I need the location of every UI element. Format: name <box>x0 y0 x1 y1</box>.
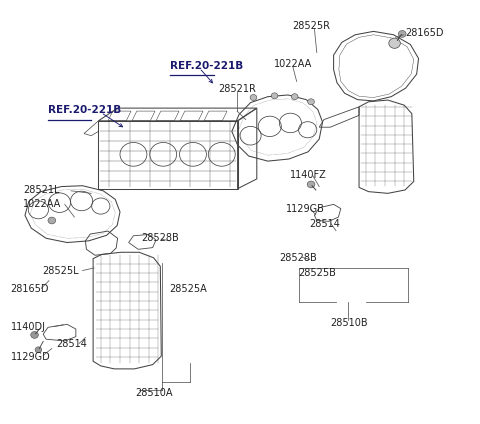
Text: 1140DJ: 1140DJ <box>11 322 46 332</box>
Text: 28514: 28514 <box>57 339 87 349</box>
Text: 1022AA: 1022AA <box>274 59 312 70</box>
Circle shape <box>398 31 406 37</box>
Text: 1129GB: 1129GB <box>286 204 324 214</box>
Text: 28525R: 28525R <box>292 21 330 31</box>
Circle shape <box>291 94 298 100</box>
Text: 1129GD: 1129GD <box>11 352 50 362</box>
Circle shape <box>31 332 38 338</box>
Text: 28528B: 28528B <box>279 253 317 263</box>
Text: 1140FZ: 1140FZ <box>290 170 327 180</box>
Text: 28525A: 28525A <box>169 284 207 294</box>
Circle shape <box>307 181 315 188</box>
Text: 28514: 28514 <box>310 219 340 229</box>
Circle shape <box>308 99 314 105</box>
Circle shape <box>48 217 56 224</box>
Text: 28510B: 28510B <box>330 318 368 328</box>
Circle shape <box>250 95 257 100</box>
Text: 28165D: 28165D <box>406 28 444 38</box>
Text: 28521L: 28521L <box>23 185 60 195</box>
Text: REF.20-221B: REF.20-221B <box>48 105 121 115</box>
Circle shape <box>271 93 278 99</box>
Text: REF.20-221B: REF.20-221B <box>170 61 244 71</box>
Text: 1022AA: 1022AA <box>23 199 61 209</box>
Text: 28525L: 28525L <box>42 265 79 276</box>
Text: 28521R: 28521R <box>218 84 256 94</box>
Text: 28510A: 28510A <box>135 388 173 399</box>
Text: 28165D: 28165D <box>11 284 49 294</box>
Text: 28528B: 28528B <box>142 233 180 243</box>
Circle shape <box>389 38 400 48</box>
Text: 28525B: 28525B <box>299 268 336 279</box>
Circle shape <box>35 347 42 353</box>
